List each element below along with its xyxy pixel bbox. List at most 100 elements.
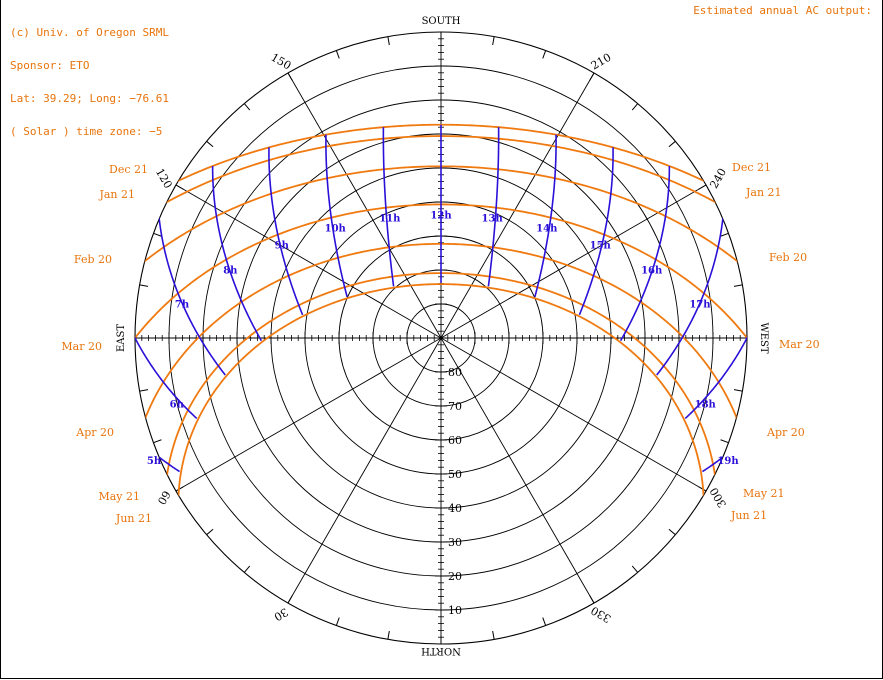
azimuth-label: 60	[155, 488, 173, 507]
azimuth-line	[440, 337, 707, 492]
altitude-label: 80	[448, 366, 462, 379]
azimuth-tick	[631, 565, 639, 573]
azimuth-label: 30	[272, 605, 291, 623]
azimuth-tick	[287, 72, 293, 81]
hour-curve	[578, 147, 614, 316]
hour-curve	[268, 147, 304, 316]
azimuth-tick	[542, 617, 547, 626]
hour-label: 12h	[430, 210, 452, 221]
azimuth-line	[440, 337, 595, 604]
azimuth-label: 150	[269, 51, 294, 73]
date-label-left: Apr 20	[75, 426, 114, 439]
date-label-left: Dec 21	[109, 163, 148, 176]
label-south: SOUTH	[422, 16, 461, 27]
azimuth-tick	[335, 617, 340, 626]
hour-curve	[656, 216, 724, 376]
annual-output-label: Estimated annual AC output:	[693, 4, 872, 17]
date-label-left: May 21	[98, 490, 140, 503]
hour-curve	[684, 335, 747, 420]
azimuth-line	[440, 72, 595, 339]
azimuth-tick	[698, 184, 707, 190]
azimuth-tick	[492, 630, 495, 640]
hour-label: 13h	[482, 214, 504, 225]
hour-label: 14h	[536, 224, 558, 235]
site-info-line: Lat: 39.29; Long: −76.61	[10, 92, 169, 105]
azimuth-tick	[287, 595, 293, 604]
site-info-line: ( Solar ) time zone: −5	[10, 125, 163, 138]
azimuth-label: 240	[707, 166, 729, 191]
azimuth-tick	[387, 630, 390, 640]
azimuth-tick	[335, 50, 340, 59]
date-label-left: Jun 21	[115, 512, 152, 525]
label-north: NORTH	[421, 645, 461, 656]
date-label-right: Jan 21	[745, 186, 782, 199]
azimuth-tick	[589, 595, 595, 604]
hour-curve	[382, 127, 395, 287]
site-info-line: (c) Univ. of Oregon SRML	[10, 26, 169, 39]
azimuth-tick	[733, 389, 743, 392]
azimuth-tick	[668, 528, 676, 536]
date-label-left: Feb 20	[74, 253, 112, 266]
date-label-right: Dec 21	[732, 161, 771, 174]
azimuth-tick	[139, 389, 149, 392]
site-info-line: Sponsor: ETO	[10, 59, 90, 72]
azimuth-line	[175, 184, 442, 339]
hour-label: 9h	[275, 241, 290, 252]
azimuth-tick	[542, 50, 547, 59]
hour-curve	[156, 455, 180, 473]
azimuth-tick	[175, 184, 184, 190]
azimuth-tick	[631, 103, 639, 111]
date-label-right: Apr 20	[766, 426, 805, 439]
hour-curve	[158, 216, 226, 376]
altitude-label: 10	[448, 604, 462, 617]
hour-label: 10h	[325, 224, 347, 235]
azimuth-line	[287, 337, 442, 604]
azimuth-tick	[243, 565, 251, 573]
site-info: (c) Univ. of Oregon SRML Sponsor: ETO La…	[10, 5, 169, 148]
altitude-label: 30	[448, 536, 462, 549]
hour-curve	[135, 335, 198, 420]
azimuth-tick	[492, 36, 495, 46]
hour-curve	[619, 166, 671, 342]
date-label-right: Mar 20	[779, 338, 820, 351]
azimuth-label: 300	[707, 485, 729, 510]
azimuth-tick	[206, 528, 214, 536]
azimuth-line	[175, 337, 442, 492]
azimuth-tick	[720, 439, 729, 444]
hour-label: 7h	[175, 299, 190, 310]
altitude-label: 70	[448, 400, 462, 413]
hour-label: 17h	[689, 299, 711, 310]
altitude-label: 40	[448, 502, 462, 515]
hour-curve	[702, 455, 726, 473]
azimuth-tick	[139, 284, 149, 287]
date-curve	[177, 283, 705, 500]
date-label-right: Feb 20	[769, 251, 807, 264]
altitude-label: 20	[448, 570, 462, 583]
azimuth-label: 330	[589, 603, 614, 625]
azimuth-tick	[720, 232, 729, 237]
hour-curve	[211, 166, 263, 342]
altitude-label: 60	[448, 434, 462, 447]
azimuth-tick	[243, 103, 251, 111]
azimuth-tick	[153, 439, 162, 444]
azimuth-tick	[206, 140, 214, 148]
hour-label: 5h	[147, 456, 162, 467]
date-label-right: Jun 21	[730, 509, 767, 522]
azimuth-tick	[589, 72, 595, 81]
altitude-label: 50	[448, 468, 462, 481]
azimuth-label: 120	[153, 166, 175, 191]
azimuth-tick	[153, 232, 162, 237]
label-west: WEST	[758, 322, 769, 353]
azimuth-tick	[668, 140, 676, 148]
azimuth-tick	[733, 284, 743, 287]
hour-label: 19h	[717, 456, 739, 467]
hour-label: 8h	[223, 266, 238, 277]
azimuth-label: 210	[589, 51, 614, 73]
azimuth-line	[440, 184, 707, 339]
azimuth-line	[287, 72, 442, 339]
hour-curve	[487, 127, 500, 287]
hour-label: 15h	[590, 241, 612, 252]
hour-curve	[325, 134, 348, 298]
date-label-right: May 21	[743, 487, 785, 500]
